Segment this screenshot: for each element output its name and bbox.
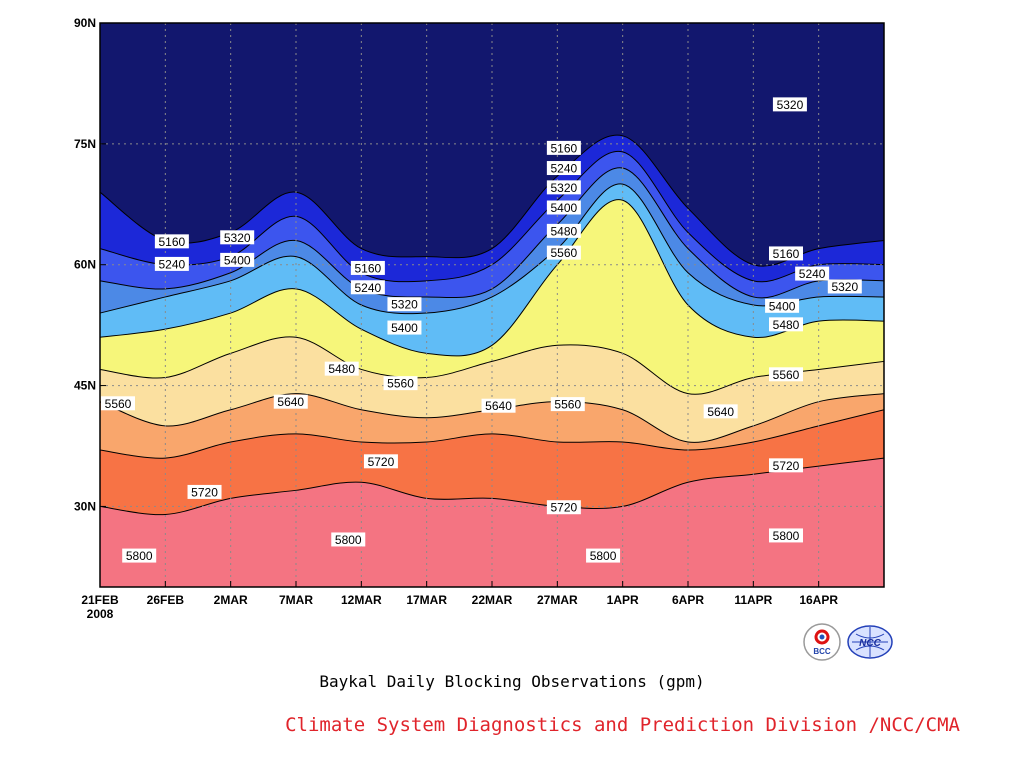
- contour-label: 5800: [773, 529, 800, 543]
- contour-label-bg: [586, 548, 621, 563]
- contour-label: 5400: [391, 321, 418, 335]
- contour-label-bg: [350, 260, 385, 275]
- contour-label-bg: [324, 361, 359, 376]
- contour-label-bg: [363, 454, 398, 469]
- contour-label-bg: [769, 528, 803, 543]
- contour-label: 5560: [387, 377, 414, 391]
- contour-label: 5720: [551, 501, 578, 515]
- y-tick-label: 75N: [74, 137, 96, 151]
- y-tick-label: 90N: [74, 16, 96, 30]
- contour-label: 5320: [551, 181, 578, 195]
- contour-label: 5240: [551, 162, 578, 176]
- contour-label-bg: [546, 223, 581, 238]
- contour-labels: 5160 5240 5320 5400 5160 5240 5320 5400 5480 5560…: [101, 97, 862, 563]
- contour-label-bg: [187, 484, 222, 499]
- x-tick-label: 22MAR: [472, 593, 513, 607]
- ncc-logo: NCC: [847, 625, 893, 659]
- contour-label-bg: [546, 500, 581, 515]
- contour-label: 5720: [368, 455, 395, 469]
- contour-label-bg: [387, 320, 422, 335]
- contour-label: 5240: [355, 281, 382, 295]
- contour-label: 5800: [126, 549, 153, 563]
- contour-label-bg: [546, 140, 581, 155]
- contour-label: 5480: [551, 224, 578, 238]
- contour-label: 5640: [707, 405, 734, 419]
- x-tick-label: 2MAR: [214, 593, 248, 607]
- contour-label-bg: [703, 404, 738, 419]
- x-tick-label: 16APR: [799, 593, 838, 607]
- bcc-logo: BCC: [803, 623, 841, 661]
- contour-label: 5560: [551, 246, 578, 260]
- contour-label: 5560: [773, 368, 800, 382]
- contour-label: 5560: [554, 398, 581, 412]
- contour-label: 5240: [159, 257, 186, 271]
- svg-text:NCC: NCC: [859, 638, 881, 649]
- svg-text:BCC: BCC: [813, 647, 831, 656]
- contour-label-bg: [387, 297, 422, 312]
- contour-label: 5160: [355, 261, 382, 275]
- contour-label-bg: [769, 246, 803, 261]
- contour-label-bg: [769, 317, 803, 332]
- contour-label-bg: [827, 279, 862, 294]
- x-tick-label: 11APR: [734, 593, 772, 607]
- contour-label-bg: [795, 266, 830, 281]
- contour-label: 5160: [159, 235, 186, 249]
- contour-label: 5640: [485, 399, 512, 413]
- contour-label-bg: [154, 256, 189, 271]
- footer-credit: Climate System Diagnostics and Predictio…: [285, 714, 960, 736]
- x-tick-label: 21FEB: [81, 593, 119, 607]
- contour-label-bg: [273, 394, 308, 409]
- contour-label-bg: [481, 398, 516, 413]
- contour-label: 5640: [277, 395, 304, 409]
- contour-label-bg: [550, 397, 585, 412]
- axis-ticks: 21FEB 26FEB 2MAR 7MAR 12MAR 17MAR 22MAR 27MAR 1A…: [74, 16, 838, 621]
- contour-label: 5320: [777, 98, 804, 112]
- contour-label: 5320: [831, 280, 858, 294]
- contour-label-bg: [220, 252, 255, 267]
- contour-label: 5800: [335, 533, 362, 547]
- x-tick-label: 17MAR: [406, 593, 447, 607]
- y-tick-label: 60N: [74, 258, 96, 272]
- chart-title: Baykal Daily Blocking Observations (gpm): [319, 672, 705, 691]
- contour-label-bg: [765, 298, 800, 313]
- y-tick-label: 30N: [74, 499, 96, 513]
- contour-label: 5320: [391, 298, 418, 312]
- contour-label: 5800: [590, 549, 617, 563]
- x-tick-label: 26FEB: [147, 593, 185, 607]
- contour-label: 5400: [769, 299, 796, 313]
- contour-label-bg: [331, 532, 366, 547]
- x-tick-label: 6APR: [672, 593, 704, 607]
- x-tick-label: 7MAR: [279, 593, 313, 607]
- contour-label: 5400: [551, 201, 578, 215]
- contour-label-bg: [122, 548, 157, 563]
- contour-label-bg: [546, 161, 581, 176]
- x-year-label: 2008: [87, 607, 114, 621]
- x-tick-label: 12MAR: [341, 593, 382, 607]
- contour-label: 5480: [328, 362, 355, 376]
- contour-label-bg: [769, 458, 803, 473]
- contour-label-bg: [101, 396, 135, 411]
- contour-label: 5160: [773, 247, 800, 261]
- contour-label-bg: [772, 97, 807, 112]
- contour-label: 5400: [224, 253, 251, 267]
- contour-label-bg: [383, 376, 418, 391]
- contour-label-bg: [350, 280, 385, 295]
- contour-label-bg: [546, 200, 581, 215]
- contour-label: 5320: [224, 231, 251, 245]
- contour-label: 5560: [105, 397, 132, 411]
- contour-label: 5160: [551, 141, 578, 155]
- contour-label-bg: [154, 234, 189, 249]
- contour-label: 5720: [773, 459, 800, 473]
- x-tick-label: 1APR: [607, 593, 639, 607]
- y-tick-label: 45N: [74, 379, 96, 393]
- contour-label: 5480: [773, 318, 800, 332]
- contour-label-bg: [546, 180, 581, 195]
- contour-label-bg: [546, 245, 581, 260]
- x-tick-label: 27MAR: [537, 593, 578, 607]
- contour-label-bg: [220, 230, 255, 245]
- contour-label: 5720: [191, 485, 218, 499]
- contour-label-bg: [769, 367, 803, 382]
- contour-label: 5240: [799, 267, 826, 281]
